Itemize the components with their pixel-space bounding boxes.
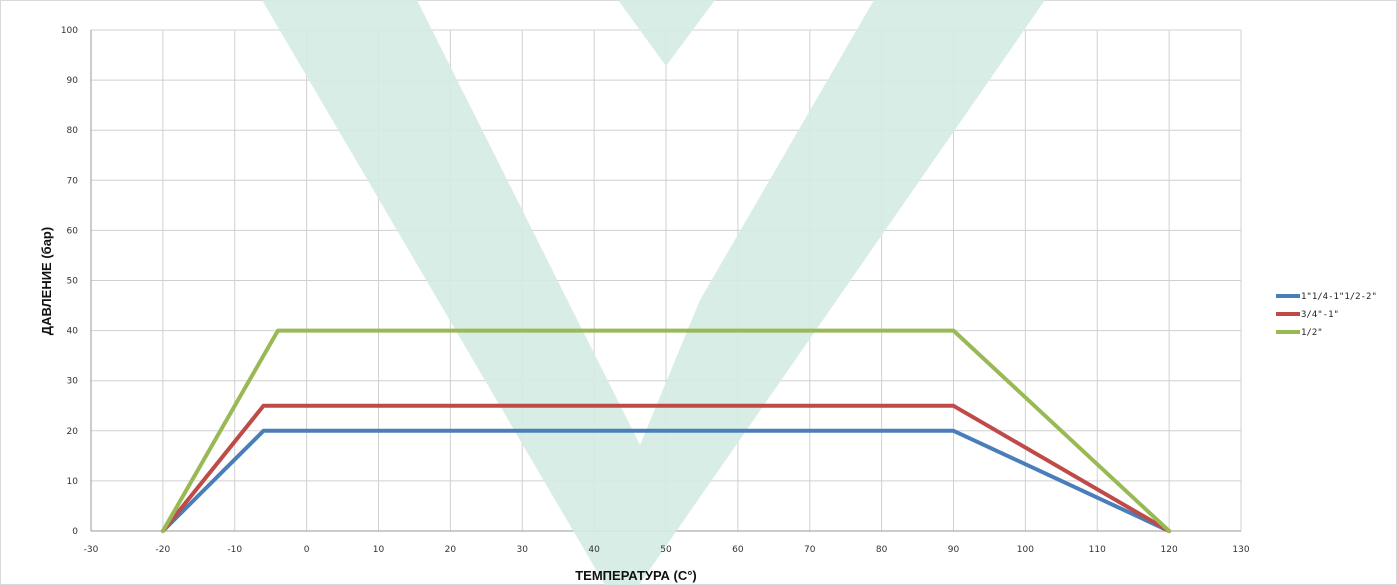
- x-tick-label: 30: [517, 545, 529, 555]
- series-lines: [160, 328, 1172, 533]
- watermark-big-stroke: [262, 0, 1045, 585]
- x-tick-label: 90: [948, 545, 960, 555]
- x-tick-label: 100: [1017, 545, 1034, 555]
- x-tick-label: 130: [1232, 545, 1249, 555]
- y-tick-label: 40: [67, 327, 79, 337]
- watermark-v: [262, 0, 1045, 585]
- series-line: [160, 403, 1172, 533]
- y-tick-label: 90: [67, 76, 79, 86]
- x-axis-title: ТЕМПЕРАТУРА (C°): [575, 568, 697, 583]
- y-tick-label: 60: [67, 226, 79, 236]
- legend: 1"1/4-1"1/2-2" 3/4"-1" 1/2": [1276, 292, 1377, 338]
- tick-labels: -30 -20 -10 0 10 20 30 40 50 60 70 80 90 100 110 120 130…: [61, 26, 1250, 555]
- x-tick-label: -30: [84, 545, 99, 555]
- y-tick-label: 30: [67, 377, 79, 387]
- x-tick-label: 70: [804, 545, 816, 555]
- y-tick-label: 70: [67, 176, 79, 186]
- x-tick-label: 50: [660, 545, 672, 555]
- x-tick-label: 120: [1161, 545, 1178, 555]
- x-tick-label: 80: [876, 545, 888, 555]
- y-tick-label: 50: [67, 277, 79, 287]
- x-tick-label: 60: [732, 545, 744, 555]
- y-axis-title: ДАВЛЕНИЕ (бар): [39, 227, 54, 335]
- x-tick-label: -10: [227, 545, 242, 555]
- series-line: [160, 428, 1172, 533]
- watermark-small-stroke: [618, 0, 715, 66]
- legend-label: 1"1/4-1"1/2-2": [1301, 292, 1377, 302]
- x-tick-label: 10: [373, 545, 385, 555]
- x-tick-label: 40: [588, 545, 600, 555]
- x-tick-label: 0: [304, 545, 310, 555]
- legend-label: 3/4"-1": [1301, 310, 1339, 320]
- y-tick-label: 0: [72, 527, 78, 537]
- x-tick-label: -20: [156, 545, 171, 555]
- legend-label: 1/2": [1301, 328, 1323, 338]
- y-tick-label: 10: [67, 477, 79, 487]
- x-tick-label: 110: [1089, 545, 1106, 555]
- y-tick-label: 80: [67, 126, 79, 136]
- x-tick-label: 20: [445, 545, 457, 555]
- y-tick-label: 100: [61, 26, 78, 36]
- series-line: [160, 328, 1172, 533]
- y-tick-label: 20: [67, 427, 79, 437]
